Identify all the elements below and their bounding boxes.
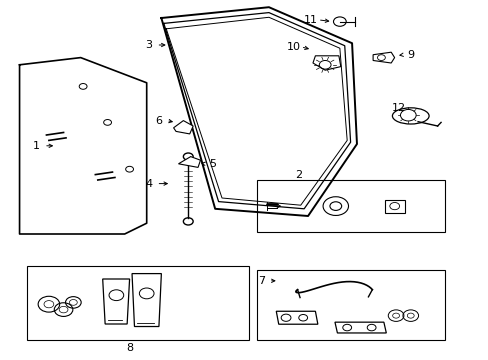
- Polygon shape: [276, 311, 317, 324]
- Text: 12: 12: [391, 103, 405, 113]
- Polygon shape: [102, 279, 129, 324]
- Circle shape: [183, 218, 193, 225]
- Bar: [256, 270, 444, 340]
- Bar: [256, 180, 444, 232]
- Polygon shape: [312, 56, 340, 70]
- Bar: [27, 266, 249, 340]
- Circle shape: [183, 153, 193, 160]
- Text: 9: 9: [407, 50, 413, 60]
- Polygon shape: [173, 121, 193, 134]
- Polygon shape: [132, 274, 161, 327]
- Text: 3: 3: [145, 40, 152, 50]
- Text: 5: 5: [209, 159, 216, 169]
- Text: 8: 8: [126, 343, 133, 354]
- Text: 11: 11: [303, 15, 317, 25]
- Text: 2: 2: [294, 170, 301, 180]
- Polygon shape: [178, 157, 200, 167]
- Polygon shape: [384, 199, 404, 212]
- Text: 6: 6: [155, 116, 162, 126]
- Polygon shape: [334, 322, 386, 333]
- Text: 1: 1: [33, 141, 40, 151]
- Polygon shape: [372, 52, 394, 63]
- Text: 10: 10: [286, 42, 300, 52]
- Text: 4: 4: [145, 179, 152, 189]
- Text: 7: 7: [258, 276, 264, 286]
